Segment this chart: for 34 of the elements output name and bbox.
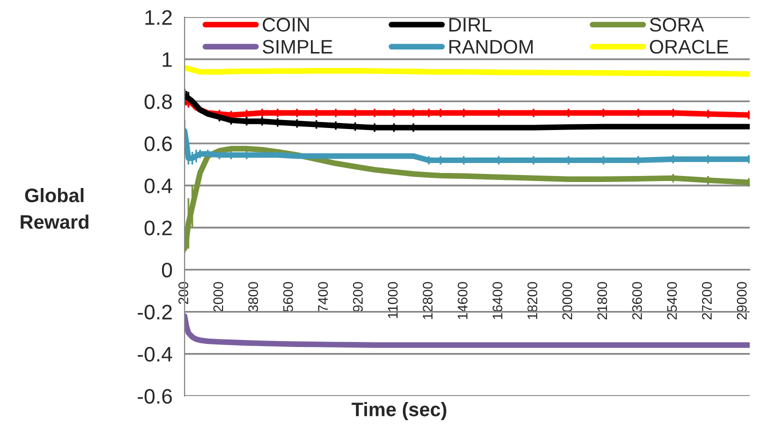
x-tick-label: 12800 <box>422 282 433 320</box>
x-tick-label: 25400 <box>667 282 677 320</box>
x-tick-label: 27200 <box>702 282 712 320</box>
x-tick-label: 11000 <box>388 282 398 318</box>
legend-label: SIMPLE <box>262 40 332 54</box>
x-tick-label: 21800 <box>597 282 608 320</box>
y-tick-label: -0.2 <box>138 304 172 320</box>
y-tick-label: 0.8 <box>144 94 172 110</box>
y-tick-label: 0.4 <box>144 178 172 194</box>
x-tick-label: 5600 <box>283 282 293 312</box>
x-tick-label: 3800 <box>248 282 258 312</box>
legend-label: DIRL <box>449 18 492 32</box>
y-tick-label: 0.6 <box>144 136 172 152</box>
y-tick-label: 1.2 <box>145 10 172 25</box>
y-tick-label: 1 <box>162 52 172 67</box>
x-tick-label: 2000 <box>213 282 224 312</box>
x-tick-label: 9200 <box>352 282 363 312</box>
y-axis-title: Global Reward <box>20 188 88 229</box>
x-tick-label: 14600 <box>458 282 468 320</box>
x-tick-label: 20000 <box>562 282 572 320</box>
x-tick-label: 18200 <box>527 282 538 320</box>
x-tick-label: 23600 <box>632 282 642 320</box>
legend-label: COIN <box>262 18 309 32</box>
legend-label: ORACLE <box>650 40 728 54</box>
y-tick-label: 0 <box>162 262 172 278</box>
x-tick-label: 29000 <box>736 282 747 320</box>
y-tick-label: 0.2 <box>144 220 172 236</box>
x-tick-label: 7400 <box>318 282 328 312</box>
x-tick-label: 16400 <box>492 282 502 320</box>
y-tick-label: -0.4 <box>138 346 172 362</box>
legend-label: SORA <box>650 18 704 32</box>
x-axis-title: Time (sec) <box>352 402 446 420</box>
legend-label: RANDOM <box>449 40 533 54</box>
y-tick-label: -0.6 <box>138 388 172 404</box>
